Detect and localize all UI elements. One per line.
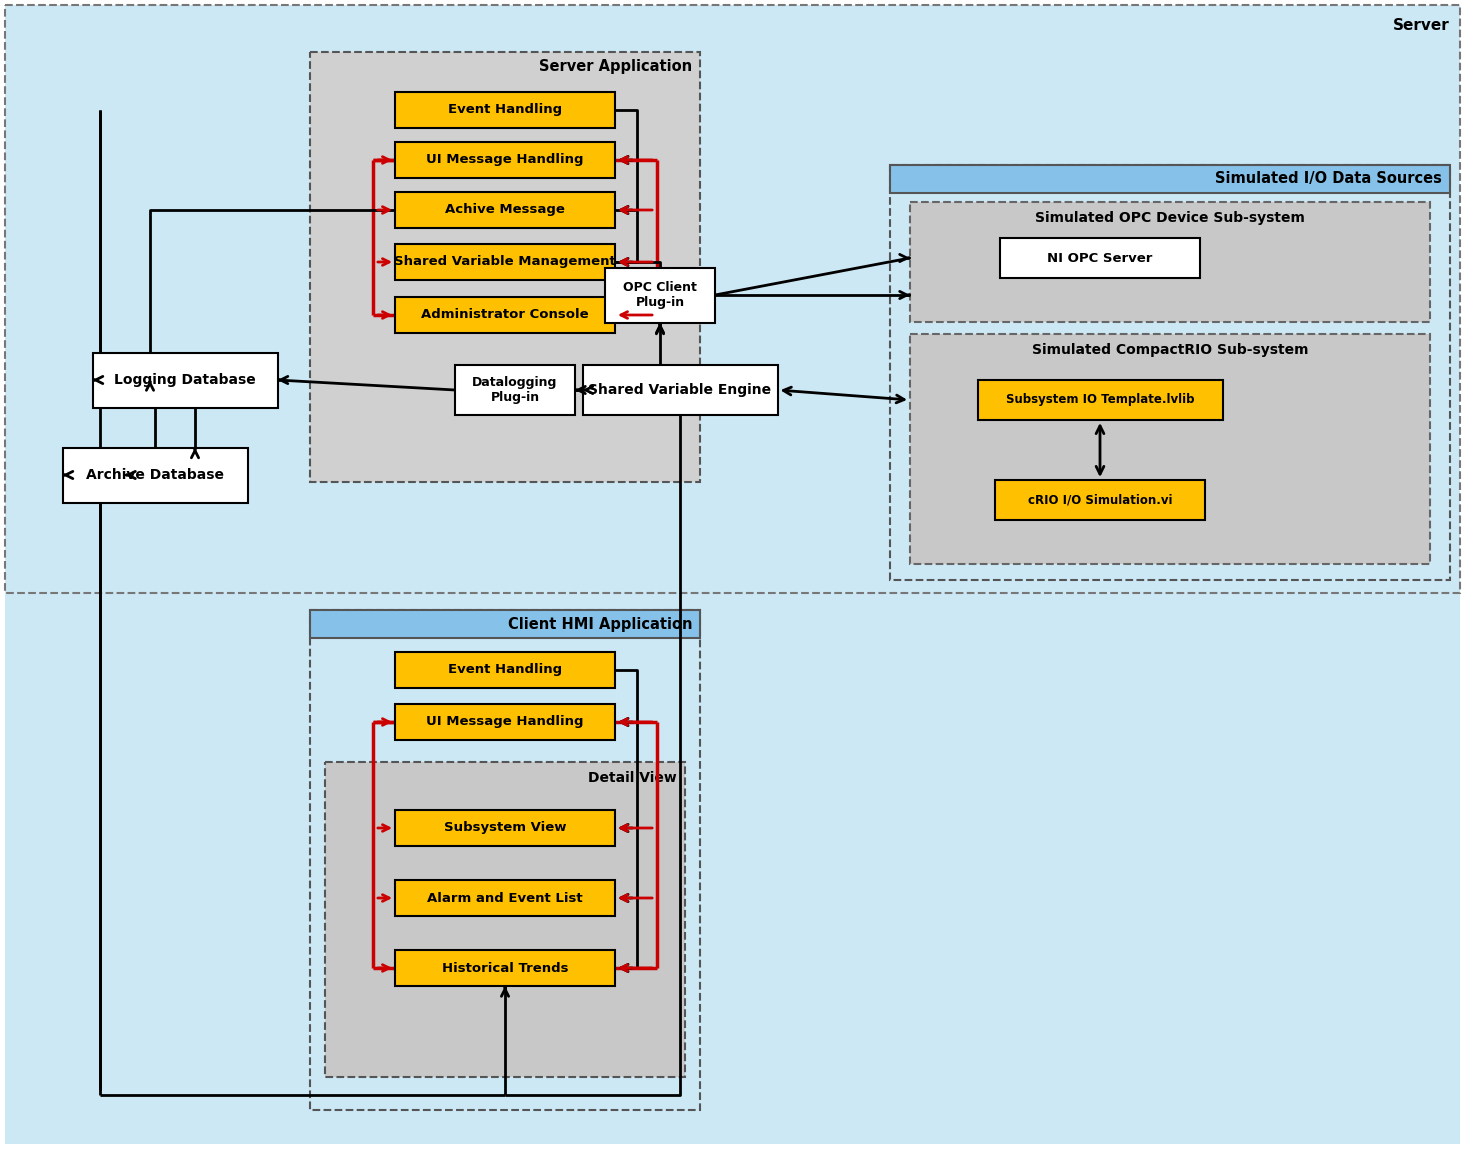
Bar — [910, 334, 1430, 564]
Text: Event Handling: Event Handling — [448, 103, 563, 116]
Text: Simulated CompactRIO Sub-system: Simulated CompactRIO Sub-system — [1031, 344, 1308, 357]
Bar — [396, 704, 615, 740]
Bar — [891, 165, 1450, 193]
Bar — [605, 268, 715, 323]
Bar — [396, 244, 615, 280]
Bar — [583, 365, 778, 415]
Text: Shared Variable Engine: Shared Variable Engine — [589, 383, 772, 398]
Bar — [396, 810, 615, 846]
Text: Archive Database: Archive Database — [86, 468, 224, 481]
Bar — [396, 92, 615, 128]
Text: UI Message Handling: UI Message Handling — [426, 154, 583, 167]
Bar — [1001, 238, 1200, 278]
Bar — [63, 447, 248, 502]
Text: Simulated OPC Device Sub-system: Simulated OPC Device Sub-system — [1036, 211, 1305, 225]
Bar — [910, 202, 1430, 322]
Bar — [396, 192, 615, 228]
Bar — [396, 296, 615, 333]
Text: Alarm and Event List: Alarm and Event List — [428, 892, 583, 904]
Text: cRIO I/O Simulation.vi: cRIO I/O Simulation.vi — [1028, 494, 1172, 507]
Bar — [456, 365, 574, 415]
Text: NI OPC Server: NI OPC Server — [1047, 252, 1153, 264]
Bar — [396, 651, 615, 688]
Text: Shared Variable Management: Shared Variable Management — [394, 255, 615, 269]
Text: Administrator Console: Administrator Console — [422, 308, 589, 322]
Text: OPC Client
Plug-in: OPC Client Plug-in — [623, 282, 697, 309]
Text: Detail View: Detail View — [589, 771, 677, 785]
Text: Simulated I/O Data Sources: Simulated I/O Data Sources — [1214, 171, 1442, 186]
Text: Subsystem IO Template.lvlib: Subsystem IO Template.lvlib — [1006, 393, 1194, 407]
Bar — [891, 165, 1450, 580]
Text: Server Application: Server Application — [539, 59, 691, 74]
Bar — [977, 380, 1222, 421]
Text: Server: Server — [1393, 17, 1450, 32]
Bar — [995, 480, 1206, 520]
Text: Historical Trends: Historical Trends — [442, 962, 568, 974]
Text: Achive Message: Achive Message — [445, 203, 565, 216]
Bar — [4, 5, 1461, 33]
Bar — [396, 950, 615, 986]
Bar — [311, 52, 700, 481]
Bar — [325, 762, 686, 1077]
Text: UI Message Handling: UI Message Handling — [426, 716, 583, 728]
Bar — [396, 142, 615, 178]
Text: Logging Database: Logging Database — [114, 373, 256, 387]
Bar — [311, 610, 700, 1110]
Text: Datalogging
Plug-in: Datalogging Plug-in — [472, 376, 558, 404]
Bar — [92, 353, 277, 408]
Bar — [396, 880, 615, 916]
Text: Event Handling: Event Handling — [448, 663, 563, 677]
Text: Client HMI Application: Client HMI Application — [507, 617, 691, 632]
Text: Subsystem View: Subsystem View — [444, 822, 567, 834]
Bar — [311, 610, 700, 638]
Bar — [4, 5, 1461, 593]
